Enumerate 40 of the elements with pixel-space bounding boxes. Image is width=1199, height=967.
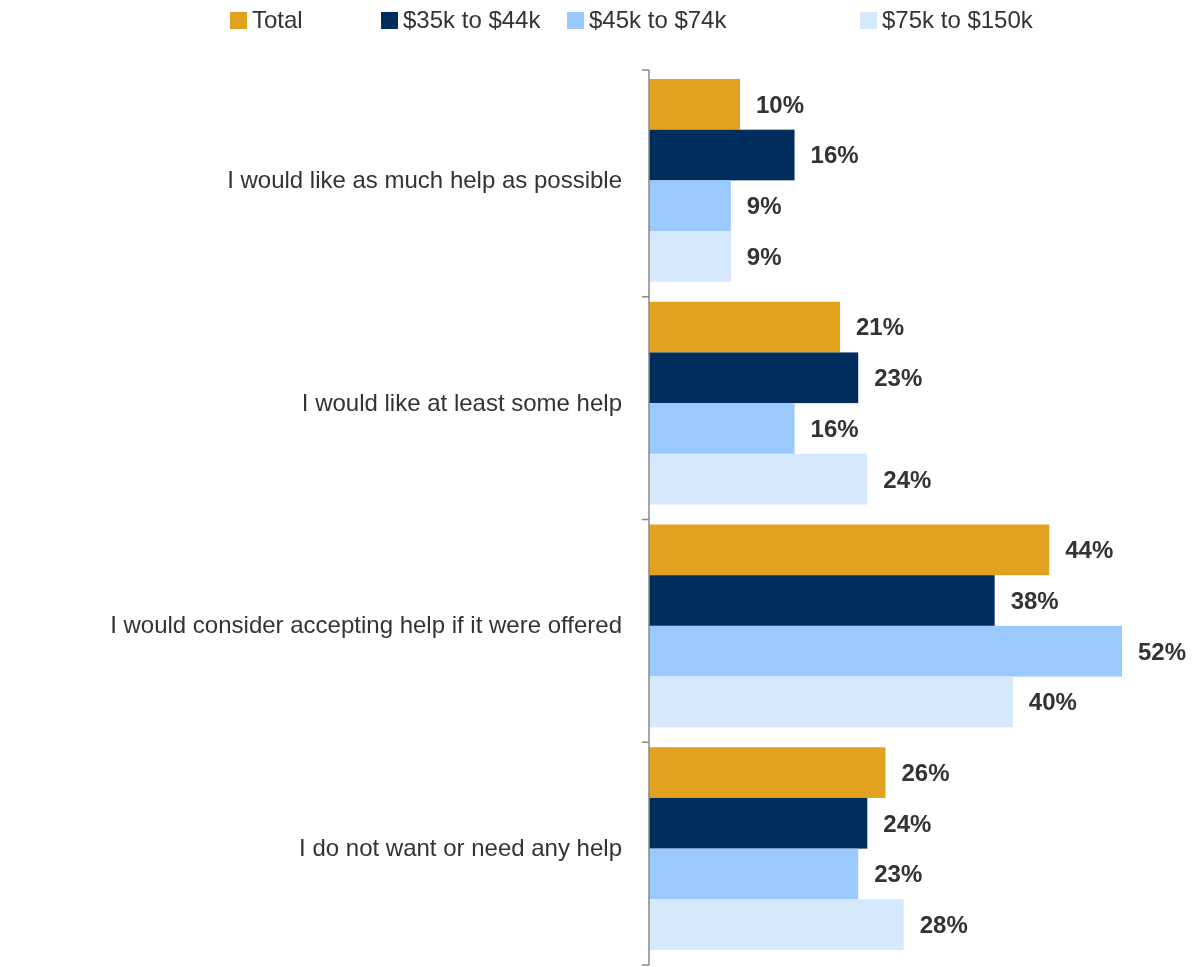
data-label: 9% [746,242,782,270]
y-tick-label: I do not want or need any help [299,834,622,862]
data-label: 28% [919,911,968,939]
bar [649,747,886,798]
legend-label: $45k to $74k [589,6,728,34]
bar [649,180,731,232]
legend-label: Total [252,6,303,34]
bar [649,575,995,626]
data-label: 10% [755,90,805,118]
data-label: 24% [883,465,932,493]
bar [649,797,868,849]
data-label: 21% [856,313,905,341]
data-label: 26% [901,758,950,786]
data-label: 16% [810,141,859,169]
data-label: 52% [1138,637,1187,665]
y-tick-label: I would consider accepting help if it were offered [110,611,622,639]
data-label: 23% [874,364,923,392]
data-label: 40% [1028,688,1077,716]
data-label: 24% [883,809,932,837]
bar [649,524,1050,576]
legend-label: $75k to $150k [882,6,1034,34]
data-label: 23% [874,860,923,888]
data-label: 44% [1065,536,1114,564]
bar [649,352,859,404]
bar [649,848,859,900]
data-label: 9% [746,192,782,220]
y-tick-label: I would like at least some help [301,388,622,416]
bar [649,453,868,505]
data-label: 16% [810,414,859,442]
bar [649,899,904,950]
y-tick-label: I would like as much help as possible [227,165,622,193]
bar [649,129,795,181]
bar [649,301,841,353]
bar [649,403,795,454]
data-label: 38% [1010,586,1059,614]
bar [649,625,1122,677]
legend-label: $35k to $44k [403,6,542,34]
bar [649,79,740,130]
bar [649,231,731,282]
bar [649,676,1013,728]
